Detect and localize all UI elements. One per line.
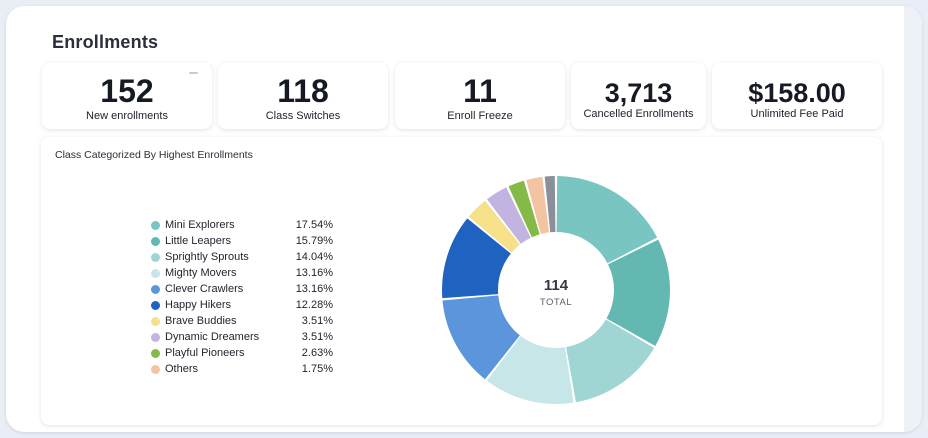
donut-slice[interactable] <box>486 187 531 244</box>
legend-swatch <box>151 365 160 374</box>
stat-label: New enrollments <box>86 110 168 122</box>
legend-item[interactable]: Brave Buddies 3.51% <box>151 314 341 330</box>
stat-card-cancelled-enrollments[interactable]: 3,713 Cancelled Enrollments <box>571 63 706 129</box>
legend-item[interactable]: Playful Pioneers 2.63% <box>151 346 341 362</box>
donut-slice[interactable] <box>486 336 574 404</box>
stat-value: 118 <box>277 73 329 109</box>
legend-swatch <box>151 317 160 326</box>
legend-item[interactable]: Dynamic Dreamers 3.51% <box>151 330 341 346</box>
legend-swatch <box>151 221 160 230</box>
legend-item[interactable]: Others 1.75% <box>151 362 341 378</box>
stat-label: Class Switches <box>265 110 341 122</box>
stat-card-new-enrollments[interactable]: 152 New enrollments <box>42 63 212 129</box>
donut-slice[interactable] <box>544 176 556 233</box>
legend-label: Mini Explorers <box>165 219 235 231</box>
legend-percentage: 3.51% <box>301 331 333 343</box>
stat-card-enroll-freeze[interactable]: 11 Enroll Freeze <box>395 63 565 129</box>
enrollments-chart-card: Class Categorized By Highest Enrollments… <box>41 137 882 425</box>
donut-slice[interactable] <box>526 176 550 235</box>
stat-value: 11 <box>463 73 497 109</box>
legend-label: Dynamic Dreamers <box>165 331 260 343</box>
legend-label: Others <box>165 363 199 375</box>
donut-chart: 114 TOTAL <box>442 176 670 404</box>
stat-card-unlimited-fee-paid[interactable]: $158.00 Unlimited Fee Paid <box>712 63 882 129</box>
more-icon[interactable] <box>189 72 198 74</box>
dashboard-frame: Enrollments 152 New enrollments 118 Clas… <box>6 6 922 432</box>
legend-item[interactable]: Little Leapers 15.79% <box>151 234 341 250</box>
legend-item[interactable]: Clever Crawlers 13.16% <box>151 282 341 298</box>
legend-item[interactable]: Happy Hikers 12.28% <box>151 298 341 314</box>
donut-slice[interactable] <box>566 319 655 403</box>
legend-swatch <box>151 285 160 294</box>
legend-swatch <box>151 349 160 358</box>
legend-item[interactable]: Sprightly Sprouts 14.04% <box>151 250 341 266</box>
donut-slice[interactable] <box>556 176 658 264</box>
stat-value: $158.00 <box>748 78 846 108</box>
legend-percentage: 12.28% <box>295 299 333 311</box>
stat-value: 152 <box>100 73 154 109</box>
legend-swatch <box>151 301 160 310</box>
legend-percentage: 2.63% <box>301 347 333 359</box>
legend-label: Playful Pioneers <box>165 347 245 359</box>
stat-card-class-switches[interactable]: 118 Class Switches <box>218 63 388 129</box>
donut-slice[interactable] <box>442 295 520 380</box>
legend-percentage: 13.16% <box>295 267 333 279</box>
legend-swatch <box>151 237 160 246</box>
legend-label: Sprightly Sprouts <box>165 251 249 263</box>
donut-slice[interactable] <box>508 180 540 238</box>
stat-label: Cancelled Enrollments <box>583 108 694 120</box>
legend-label: Mighty Movers <box>165 267 237 279</box>
stat-label: Unlimited Fee Paid <box>750 108 844 120</box>
legend-label: Little Leapers <box>165 235 232 247</box>
donut-center-label: TOTAL <box>540 297 572 308</box>
legend-label: Clever Crawlers <box>165 283 244 295</box>
chart-legend: Mini Explorers 17.54% Little Leapers 15.79%… <box>151 218 341 378</box>
legend-percentage: 15.79% <box>295 235 333 247</box>
legend-percentage: 17.54% <box>295 219 333 231</box>
page-title: Enrollments <box>52 32 159 52</box>
chart-title: Class Categorized By Highest Enrollments <box>55 149 253 161</box>
donut-center-total: 114 <box>544 277 569 294</box>
stat-value: 3,713 <box>604 78 673 108</box>
donut-slice[interactable] <box>468 200 520 253</box>
legend-swatch <box>151 333 160 342</box>
legend-percentage: 1.75% <box>301 363 333 375</box>
legend-percentage: 3.51% <box>301 315 333 327</box>
legend-swatch <box>151 269 160 278</box>
legend-label: Happy Hikers <box>165 299 232 311</box>
legend-swatch <box>151 253 160 262</box>
legend-percentage: 13.16% <box>295 283 333 295</box>
donut-slice[interactable] <box>606 239 670 346</box>
donut-slice[interactable] <box>442 218 511 299</box>
legend-percentage: 14.04% <box>295 251 333 263</box>
legend-label: Brave Buddies <box>165 315 237 327</box>
legend-item[interactable]: Mighty Movers 13.16% <box>151 266 341 282</box>
legend-item[interactable]: Mini Explorers 17.54% <box>151 218 341 234</box>
stat-label: Enroll Freeze <box>447 110 513 122</box>
scroll-area-edge <box>904 6 922 432</box>
